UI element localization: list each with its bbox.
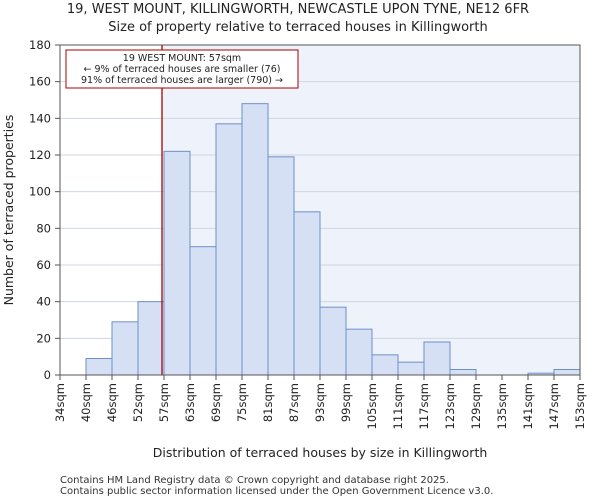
x-tick-label: 46sqm (105, 383, 119, 422)
chart-title-line2: Size of property relative to terraced ho… (108, 20, 488, 35)
x-tick-label: 135sqm (495, 383, 509, 429)
bar-69sqm (215, 123, 243, 376)
x-tick-label: 105sqm (365, 383, 379, 429)
annotation-box: 19 WEST MOUNT: 57sqm ← 9% of terraced ho… (65, 49, 299, 89)
bars (85, 103, 581, 376)
footer-line2: Contains public sector information licen… (60, 486, 493, 497)
bar-75sqm (241, 103, 269, 376)
bar-57sqm (163, 150, 191, 376)
x-tick-label: 81sqm (261, 383, 275, 422)
x-tick-label: 57sqm (157, 383, 171, 422)
bar-46sqm (111, 321, 139, 376)
x-tick-label: 99sqm (339, 383, 353, 422)
x-tick-label: 111sqm (391, 383, 405, 429)
x-tick-label: 129sqm (469, 383, 483, 429)
bar-147sqm (553, 369, 581, 376)
annotation-line3: 91% of terraced houses are larger (790) … (81, 75, 283, 86)
x-tick-label: 153sqm (573, 383, 587, 429)
x-tick-label: 147sqm (547, 383, 561, 429)
x-tick-label: 69sqm (209, 383, 223, 422)
x-axis-title: Distribution of terraced houses by size … (153, 445, 488, 460)
y-tick-label: 100 (29, 185, 51, 199)
y-tick-label: 40 (36, 295, 51, 309)
x-axis-ticks: 34sqm 40sqm 46sqm 52sqm 57sqm 63sqm 69sqm 75sqm… (53, 375, 587, 429)
x-tick-label: 123sqm (443, 383, 457, 429)
bar-111sqm (397, 361, 425, 376)
bar-93sqm (319, 306, 347, 376)
y-axis-title: Number of terraced properties (1, 115, 16, 306)
y-tick-label: 60 (36, 258, 51, 272)
chart-title-line1: 19, WEST MOUNT, KILLINGWORTH, NEWCASTLE … (67, 2, 529, 17)
annotation-line1: 19 WEST MOUNT: 57sqm (123, 53, 241, 64)
x-tick-label: 34sqm (53, 383, 67, 422)
bar-52sqm (137, 301, 165, 376)
y-tick-label: 140 (29, 111, 51, 125)
annotation-line2: ← 9% of terraced houses are smaller (76) (84, 64, 281, 75)
x-tick-label: 93sqm (313, 383, 327, 422)
bar-40sqm (85, 358, 113, 376)
y-tick-label: 180 (29, 38, 51, 52)
bar-117sqm (423, 341, 451, 376)
x-tick-label: 40sqm (79, 383, 93, 422)
bar-123sqm (449, 369, 477, 376)
x-tick-label: 141sqm (521, 383, 535, 429)
bar-63sqm (189, 246, 217, 376)
y-tick-label: 120 (29, 148, 51, 162)
x-tick-label: 63sqm (183, 383, 197, 422)
y-tick-label: 0 (44, 368, 51, 382)
x-tick-label: 117sqm (417, 383, 431, 429)
bar-99sqm (345, 328, 373, 376)
plot-area (59, 44, 581, 376)
bar-87sqm (293, 211, 321, 376)
bar-81sqm (267, 156, 295, 376)
footer-line1: Contains HM Land Registry data © Crown c… (60, 475, 449, 486)
y-tick-label: 160 (29, 75, 51, 89)
y-tick-label: 20 (36, 331, 51, 345)
x-tick-label: 75sqm (235, 383, 249, 422)
y-tick-label: 80 (36, 221, 51, 235)
x-tick-label: 52sqm (131, 383, 145, 422)
y-axis-ticks: 0 20 40 60 80 100 120 140 160 180 (29, 38, 60, 382)
x-tick-label: 87sqm (287, 383, 301, 422)
bar-105sqm (371, 354, 399, 376)
